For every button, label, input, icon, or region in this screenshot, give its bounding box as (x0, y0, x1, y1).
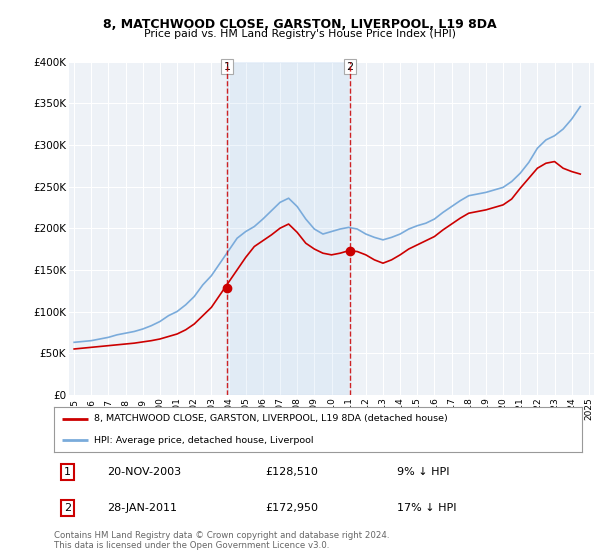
Text: 1: 1 (223, 62, 230, 72)
Text: Price paid vs. HM Land Registry's House Price Index (HPI): Price paid vs. HM Land Registry's House … (144, 29, 456, 39)
Text: 17% ↓ HPI: 17% ↓ HPI (397, 503, 457, 513)
Text: 2: 2 (346, 62, 353, 72)
Text: £172,950: £172,950 (265, 503, 318, 513)
Text: 28-JAN-2011: 28-JAN-2011 (107, 503, 177, 513)
Text: Contains HM Land Registry data © Crown copyright and database right 2024.
This d: Contains HM Land Registry data © Crown c… (54, 531, 389, 550)
Text: 2: 2 (64, 503, 71, 513)
Text: 1: 1 (64, 467, 71, 477)
Text: 8, MATCHWOOD CLOSE, GARSTON, LIVERPOOL, L19 8DA (detached house): 8, MATCHWOOD CLOSE, GARSTON, LIVERPOOL, … (94, 414, 448, 423)
Text: £128,510: £128,510 (265, 467, 318, 477)
Text: 8, MATCHWOOD CLOSE, GARSTON, LIVERPOOL, L19 8DA: 8, MATCHWOOD CLOSE, GARSTON, LIVERPOOL, … (103, 18, 497, 31)
Text: 20-NOV-2003: 20-NOV-2003 (107, 467, 181, 477)
Bar (227, 62, 350, 395)
Text: 9% ↓ HPI: 9% ↓ HPI (397, 467, 450, 477)
Text: HPI: Average price, detached house, Liverpool: HPI: Average price, detached house, Live… (94, 436, 313, 445)
